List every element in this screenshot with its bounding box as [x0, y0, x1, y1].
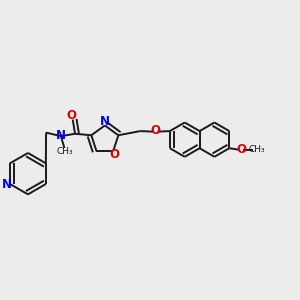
Text: N: N [100, 115, 110, 128]
Text: CH₃: CH₃ [249, 145, 266, 154]
Text: O: O [67, 109, 77, 122]
Text: N: N [56, 129, 66, 142]
Text: CH₃: CH₃ [57, 147, 74, 156]
Text: O: O [236, 142, 246, 156]
Text: N: N [2, 178, 11, 190]
Text: O: O [110, 148, 120, 161]
Text: O: O [151, 124, 161, 137]
